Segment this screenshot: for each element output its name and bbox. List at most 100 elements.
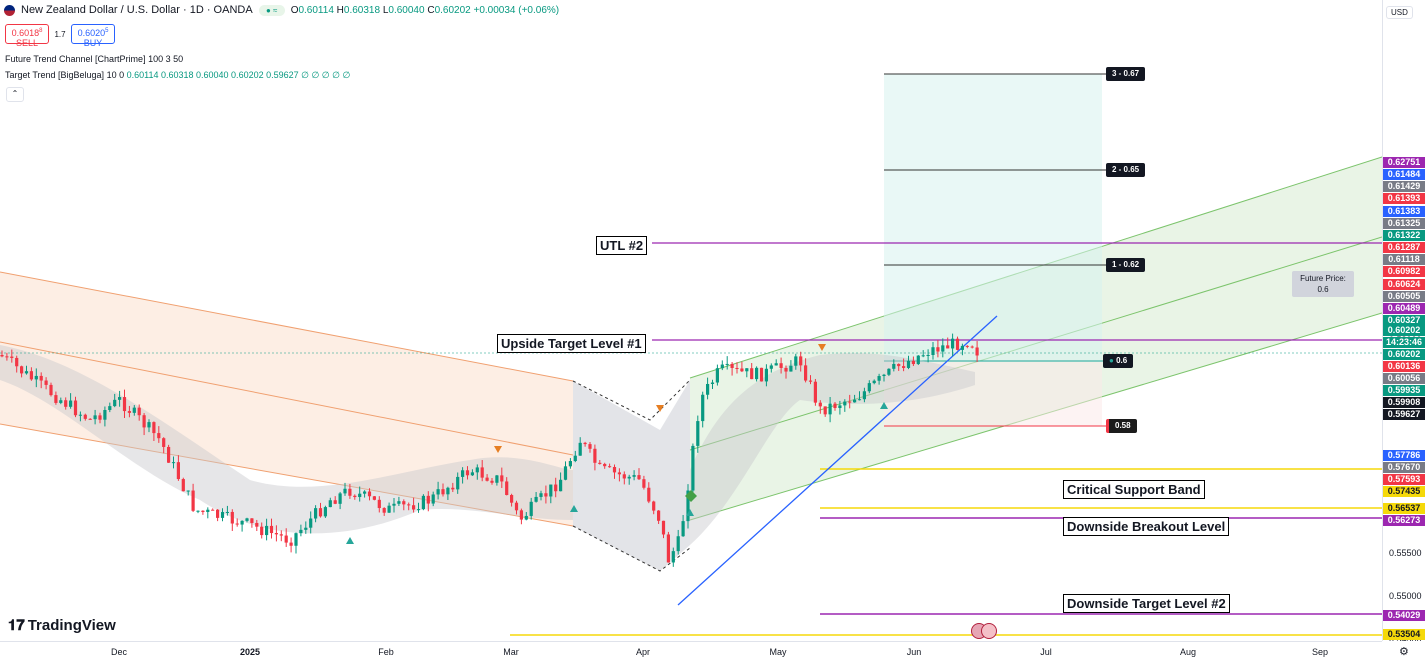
buy-signal-marker (880, 402, 888, 409)
candle-body (274, 533, 278, 535)
time-tick-label: Mar (503, 647, 519, 657)
candle-body (808, 380, 813, 382)
candle-body (568, 461, 572, 467)
candle-body (382, 508, 386, 513)
candle-body (882, 374, 886, 377)
candle-body (201, 510, 205, 512)
buy-button[interactable]: 0.60205 BUY (71, 24, 115, 48)
candle-body (304, 527, 308, 530)
chart-plot-area[interactable]: UTL #2 Upside Target Level #1 Critical S… (0, 0, 1382, 641)
candle-body (784, 367, 788, 372)
candle-body (333, 500, 337, 504)
candle-body (5, 356, 9, 358)
candle-body (725, 363, 729, 365)
candle-body (132, 407, 136, 413)
candle-body (294, 533, 298, 546)
change-value: +0.00034 (+0.06%) (473, 4, 560, 16)
price-tag: 0.59935 (1383, 385, 1425, 396)
candle-body (951, 338, 955, 349)
candle-body (627, 476, 631, 479)
price-tag: 0.59627 (1383, 409, 1425, 420)
price-tag: 0.61118 (1383, 254, 1425, 265)
candle-body (828, 403, 832, 415)
candle-body (54, 395, 58, 403)
price-tag: 0.61484 (1383, 169, 1425, 180)
downside-target-level-2-label: Downside Target Level #2 (1063, 594, 1230, 613)
candle-body (181, 479, 185, 492)
buy-signal-marker (346, 537, 354, 544)
candle-body (206, 509, 210, 512)
candle-body (456, 476, 460, 490)
candle-body (559, 479, 563, 492)
candle-body (372, 496, 376, 500)
symbol-title[interactable]: New Zealand Dollar / U.S. Dollar · 1D · … (21, 4, 253, 16)
time-tick-label: Jun (906, 647, 922, 657)
candle-body (167, 446, 171, 463)
candle-body (652, 501, 656, 511)
target-2-tag: 2 - 0.65 (1106, 163, 1146, 177)
candle-body (284, 535, 288, 543)
candle-body (505, 481, 509, 495)
trade-buttons: 0.60188 SELL 1.7 0.60205 BUY (5, 24, 115, 48)
candle-body (666, 534, 670, 563)
candle-body (235, 523, 239, 525)
candle-body (715, 368, 719, 383)
sell-button[interactable]: 0.60188 SELL (5, 24, 49, 48)
candle-body (970, 346, 974, 348)
candle-body (661, 520, 666, 535)
candle-body (946, 345, 950, 349)
time-tick-label: Aug (1179, 647, 1197, 657)
time-axis[interactable]: Dec 2025 Feb Mar Apr May Jun Jul Aug Sep (0, 641, 1382, 664)
candle-body (363, 491, 367, 494)
blue-trendline (677, 315, 998, 606)
candle-body (240, 520, 244, 525)
candle-body (877, 376, 881, 381)
time-tick-label: May (769, 647, 787, 657)
settings-gear-icon[interactable]: ⚙ (1399, 646, 1409, 658)
candle-body (103, 410, 107, 420)
price-tag: 0.57786 (1383, 450, 1425, 461)
price-chart[interactable] (0, 0, 1382, 641)
indicator-target-trend[interactable]: Target Trend [BigBeluga] 10 0 0.60114 0.… (5, 70, 351, 80)
collapse-legend-button[interactable]: ⌃ (6, 87, 24, 102)
candle-body (916, 355, 920, 365)
price-tag: 0.56273 (1383, 515, 1425, 526)
events-icon[interactable] (971, 623, 997, 639)
candle-body (250, 518, 254, 523)
price-tag: 0.57670 (1383, 462, 1425, 473)
price-tag: 0.62751 (1383, 157, 1425, 168)
candle-body (524, 515, 528, 520)
indicator-future-trend-channel[interactable]: Future Trend Channel [ChartPrime] 100 3 … (5, 54, 184, 64)
candle-body (529, 501, 533, 516)
candle-body (0, 355, 4, 357)
candle-body (15, 357, 19, 367)
currency-selector[interactable]: USD (1386, 6, 1413, 19)
candle-body (534, 496, 538, 502)
candle-body (20, 366, 24, 374)
candle-body (691, 445, 695, 491)
price-tag: 0.61322 (1383, 230, 1425, 241)
candle-body (701, 394, 705, 422)
sell-signal-marker (818, 344, 826, 351)
candle-body (216, 509, 220, 518)
price-axis[interactable]: 0.675000.670000.665000.660000.655000.650… (1382, 0, 1425, 641)
downtrend-channel-lower (0, 423, 574, 527)
price-tag: 0.60056 (1383, 373, 1425, 384)
candle-body (480, 467, 484, 478)
candle-body (441, 489, 445, 495)
candle-body (897, 363, 901, 367)
target-1-tag: 1 - 0.62 (1106, 258, 1146, 272)
market-status-icon[interactable]: ● ≈ (258, 4, 285, 16)
stop-tag: 0.58 (1106, 419, 1137, 433)
price-tag: 0.53504 (1383, 629, 1425, 640)
projection-zone (573, 380, 690, 571)
candle-body (39, 375, 43, 381)
candle-body (975, 347, 979, 356)
future-price-value: 0.6 (1317, 285, 1329, 294)
candle-body (892, 363, 896, 369)
candle-body (603, 463, 607, 467)
sell-signal-marker (656, 405, 664, 412)
candle-body (563, 466, 568, 480)
candle-body (637, 475, 641, 480)
candle-body (421, 495, 425, 510)
